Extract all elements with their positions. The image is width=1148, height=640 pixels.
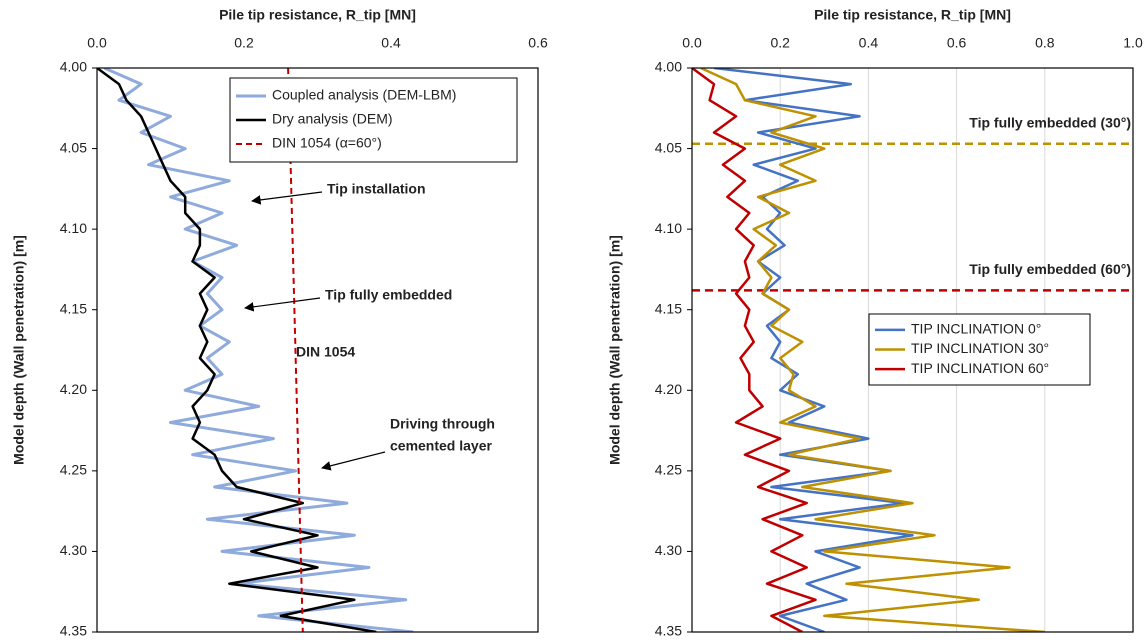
- y-tick-label: 4.25: [655, 462, 682, 478]
- series-line: [103, 68, 414, 632]
- series-line: [97, 68, 377, 632]
- series-line: [700, 68, 1045, 632]
- plot-frame: [96, 67, 539, 633]
- annotation: DIN 1054: [296, 344, 355, 360]
- x-axis-title: Pile tip resistance, R_tip [MN]: [814, 7, 1011, 23]
- annotation: cemented layer: [390, 438, 492, 454]
- y-tick-label: 4.20: [60, 381, 87, 397]
- legend-label: Coupled analysis (DEM-LBM): [272, 87, 456, 103]
- series-line: [692, 68, 817, 632]
- annotation: Driving through: [390, 416, 495, 432]
- annotation: Tip installation: [327, 181, 426, 197]
- y-tick-label: 4.05: [655, 139, 682, 155]
- legend-box: [868, 313, 1091, 386]
- x-axis-title: Pile tip resistance, R_tip [MN]: [219, 7, 416, 23]
- legend-label: DIN 1054 (α=60°): [272, 135, 382, 151]
- legend-label: TIP INCLINATION 30°: [911, 340, 1049, 356]
- y-tick-label: 4.15: [655, 300, 682, 316]
- x-tick-label: 0.2: [234, 35, 254, 51]
- x-tick-label: 0.6: [528, 35, 548, 51]
- y-tick-label: 4.20: [655, 381, 682, 397]
- x-tick-label: 0.6: [947, 35, 967, 51]
- x-tick-label: 1.0: [1123, 35, 1143, 51]
- y-axis-title: Model depth (Wall penetration) [m]: [11, 235, 27, 465]
- legend-label: TIP INCLINATION 0°: [911, 321, 1041, 337]
- reference-label: Tip fully embedded (60°): [969, 261, 1131, 277]
- y-axis-title: Model depth (Wall penetration) [m]: [607, 235, 623, 465]
- legend-box: [229, 77, 518, 163]
- y-tick-label: 4.00: [60, 59, 87, 75]
- x-tick-label: 0.0: [87, 35, 107, 51]
- y-tick-label: 4.10: [60, 220, 87, 236]
- annotation: Tip fully embedded: [325, 287, 452, 303]
- y-tick-label: 4.10: [655, 220, 682, 236]
- x-tick-label: 0.0: [682, 35, 702, 51]
- x-tick-label: 0.4: [859, 35, 879, 51]
- x-tick-label: 0.4: [381, 35, 401, 51]
- y-tick-label: 4.25: [60, 462, 87, 478]
- legend-label: TIP INCLINATION 60°: [911, 360, 1049, 376]
- x-tick-label: 0.2: [770, 35, 790, 51]
- annotation-arrow: [251, 191, 323, 205]
- y-tick-label: 4.35: [60, 623, 87, 639]
- y-tick-label: 4.00: [655, 59, 682, 75]
- reference-label: Tip fully embedded (30°): [969, 114, 1131, 130]
- y-tick-label: 4.15: [60, 300, 87, 316]
- y-tick-label: 4.30: [60, 542, 87, 558]
- y-tick-label: 4.35: [655, 623, 682, 639]
- plot-frame: [691, 67, 1134, 633]
- annotation-arrow: [321, 451, 386, 471]
- y-tick-label: 4.30: [655, 542, 682, 558]
- x-tick-label: 0.8: [1035, 35, 1055, 51]
- series-line: [713, 68, 914, 632]
- legend-label: Dry analysis (DEM): [272, 111, 393, 127]
- annotation-arrow: [244, 297, 321, 312]
- y-tick-label: 4.05: [60, 139, 87, 155]
